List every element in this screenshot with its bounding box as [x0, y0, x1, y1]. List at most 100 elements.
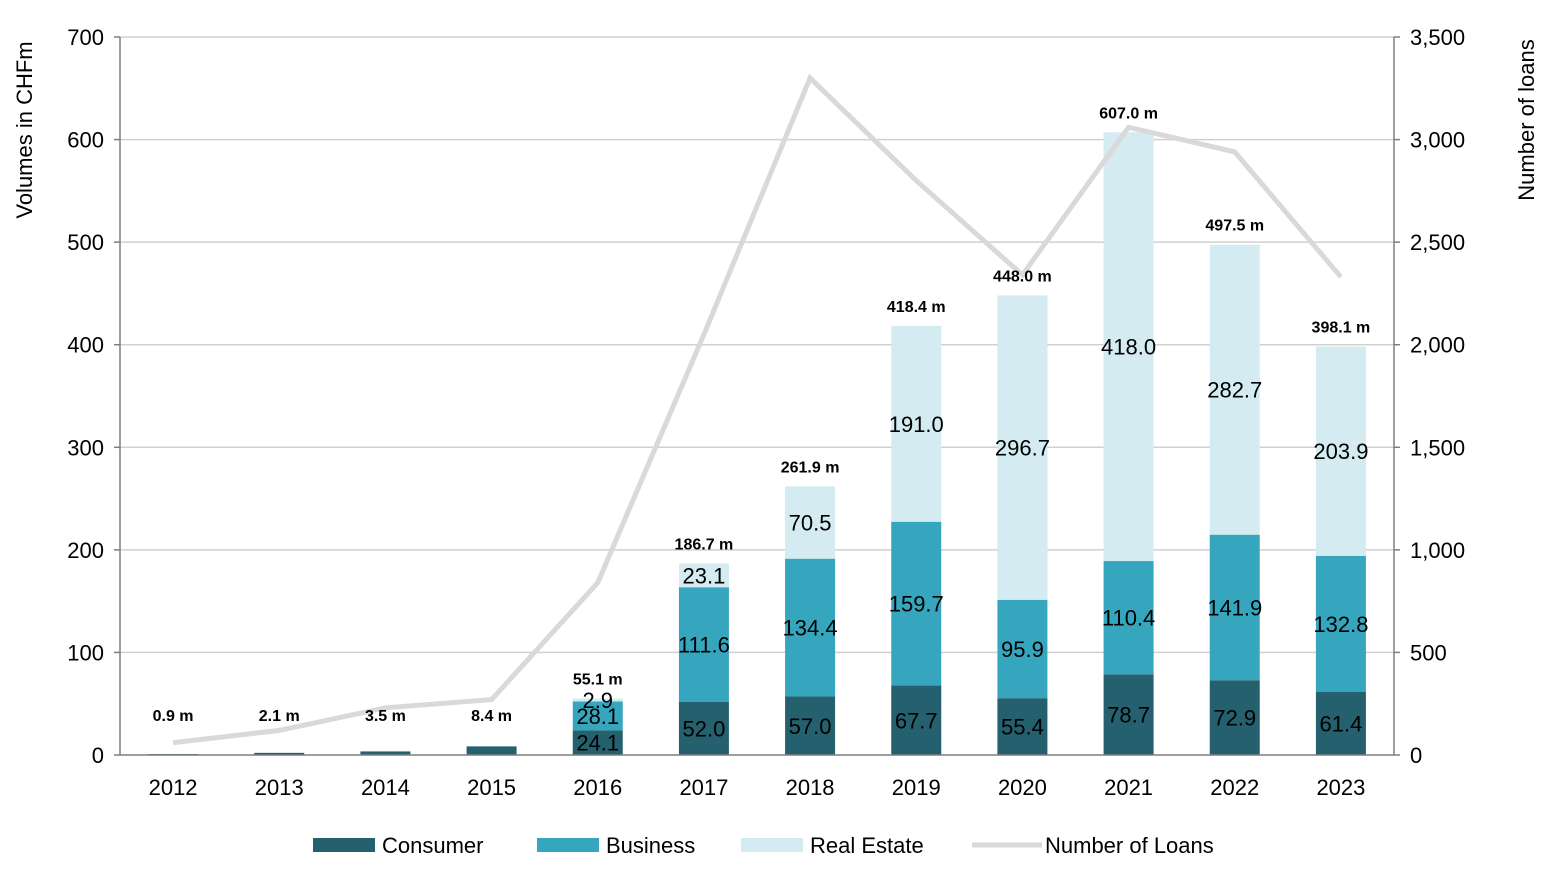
y-tick-label-right: 2,500 [1410, 230, 1465, 255]
segment-value-label: 23.1 [683, 563, 726, 588]
bar-segment-real-estate [1315, 346, 1366, 556]
bar-segment-consumer [1315, 692, 1366, 755]
y-tick-label-left: 700 [67, 25, 104, 50]
bar-segment-consumer [997, 698, 1048, 755]
x-tick-label: 2018 [786, 775, 835, 800]
total-value-label: 448.0 m [993, 268, 1052, 285]
x-tick-label: 2019 [892, 775, 941, 800]
total-value-label: 3.5 m [365, 708, 406, 725]
legend-label-business: Business [606, 833, 695, 858]
segment-value-label: 282.7 [1207, 378, 1262, 403]
bar-segment-business [997, 599, 1048, 699]
bar-segment-consumer [254, 752, 305, 755]
y-tick-label-right: 1,500 [1410, 435, 1465, 460]
axes: 0 100 200 300 400 500 600 700 0 500 1,000 1,500 2,00… [67, 25, 1465, 800]
total-value-label: 0.9 m [153, 708, 194, 725]
x-tick-label: 2014 [361, 775, 410, 800]
y-tick-label-right: 3,000 [1410, 128, 1465, 153]
total-value-label: 607.0 m [1099, 105, 1158, 122]
x-tick-label: 2017 [679, 775, 728, 800]
number-of-loans-polyline [172, 73, 1343, 746]
bar-segment-real-estate [1103, 132, 1154, 562]
segment-value-label: 67.7 [895, 708, 938, 733]
legend-swatch-business [537, 838, 599, 852]
bar-segment-consumer [1209, 680, 1260, 755]
segment-value-label: 57.0 [789, 714, 832, 739]
number-of-loans-line [172, 73, 1343, 746]
legend: Consumer Business Real Estate Number of Loa… [313, 833, 1214, 858]
bar-segment-consumer [785, 696, 836, 755]
segment-value-label: 24.1 [576, 731, 619, 756]
total-value-label: 55.1 m [573, 671, 623, 688]
bar-segment-real-estate [891, 325, 942, 522]
y-tick-label-right: 2,000 [1410, 333, 1465, 358]
y-tick-label-right: 3,500 [1410, 25, 1465, 50]
y-tick-label-right: 1,000 [1410, 538, 1465, 563]
y-tick-label-left: 100 [67, 640, 104, 665]
bar-segment-real-estate [785, 486, 836, 559]
bar-segment-consumer [360, 751, 411, 755]
bar-segment-real-estate [1209, 244, 1260, 535]
segment-value-label: 141.9 [1207, 595, 1262, 620]
segment-value-label: 95.9 [1001, 637, 1044, 662]
bar-segment-business [678, 587, 729, 702]
bar-segment-consumer [466, 746, 517, 755]
x-tick-label: 2013 [255, 775, 304, 800]
legend-swatch-consumer [313, 838, 375, 852]
legend-label-consumer: Consumer [382, 833, 483, 858]
bar-segment-business [1315, 555, 1366, 693]
y-axis-title-left: Volumes in CHFm [12, 41, 37, 218]
segment-value-label: 72.9 [1213, 706, 1256, 731]
segment-value-label: 203.9 [1313, 439, 1368, 464]
y-tick-label-right: 500 [1410, 640, 1447, 665]
bars [148, 132, 1366, 755]
y-tick-label-left: 400 [67, 333, 104, 358]
segment-value-label: 78.7 [1107, 703, 1150, 728]
bar-segment-consumer [572, 730, 623, 755]
y-tick-label-left: 0 [92, 743, 104, 768]
x-tick-label: 2023 [1316, 775, 1365, 800]
x-tick-label: 2016 [573, 775, 622, 800]
legend-label-number-of-loans: Number of Loans [1045, 833, 1214, 858]
segment-value-label: 111.6 [678, 632, 730, 657]
bar-segment-real-estate [678, 563, 729, 588]
total-value-label: 186.7 m [675, 536, 734, 553]
bar-segment-real-estate [997, 295, 1048, 600]
legend-swatch-real-estate [741, 838, 803, 852]
segment-value-label: 191.0 [889, 412, 944, 437]
bar-segment-business [1103, 561, 1154, 675]
bar-segment-business [785, 558, 836, 697]
data-labels: 24.128.12.9 52.0 111.6 23.1 57.0 134.4 70.5 67.… [153, 105, 1371, 755]
x-tick-label: 2021 [1104, 775, 1153, 800]
y-tick-label-left: 200 [67, 538, 104, 563]
gridlines [120, 36, 1394, 654]
bar-segment-business [572, 701, 623, 731]
total-value-label: 2.1 m [259, 708, 300, 725]
bar-segment-consumer [678, 701, 729, 755]
segment-value-label: 132.8 [1313, 612, 1368, 637]
x-tick-label: 2020 [998, 775, 1047, 800]
bar-segment-consumer [1103, 674, 1154, 755]
total-value-label: 497.5 m [1205, 218, 1264, 235]
bar-segment-business [891, 521, 942, 686]
x-tick-label: 2015 [467, 775, 516, 800]
total-value-label: 398.1 m [1312, 320, 1371, 337]
x-tick-label: 2022 [1210, 775, 1259, 800]
segment-value-label: 110.4 [1102, 606, 1155, 631]
segment-value-label: 55.4 [1001, 715, 1044, 740]
bar-segment-business [1209, 534, 1260, 681]
segment-value-label: 61.4 [1320, 712, 1363, 737]
total-value-label: 418.4 m [887, 299, 946, 316]
y-axis-title-right: Number of loans [1514, 39, 1539, 200]
segment-value-label: 52.0 [683, 716, 726, 741]
y-tick-label-left: 500 [67, 230, 104, 255]
y-tick-label-left: 300 [67, 435, 104, 460]
segment-value-label: 70.5 [789, 511, 832, 536]
x-tick-label: 2012 [149, 775, 198, 800]
y-tick-label-left: 600 [67, 128, 104, 153]
segment-value-label: 2.9 [582, 688, 613, 713]
y-tick-label-right: 0 [1410, 743, 1422, 768]
legend-label-real-estate: Real Estate [810, 833, 924, 858]
segment-value-label: 159.7 [889, 592, 944, 617]
